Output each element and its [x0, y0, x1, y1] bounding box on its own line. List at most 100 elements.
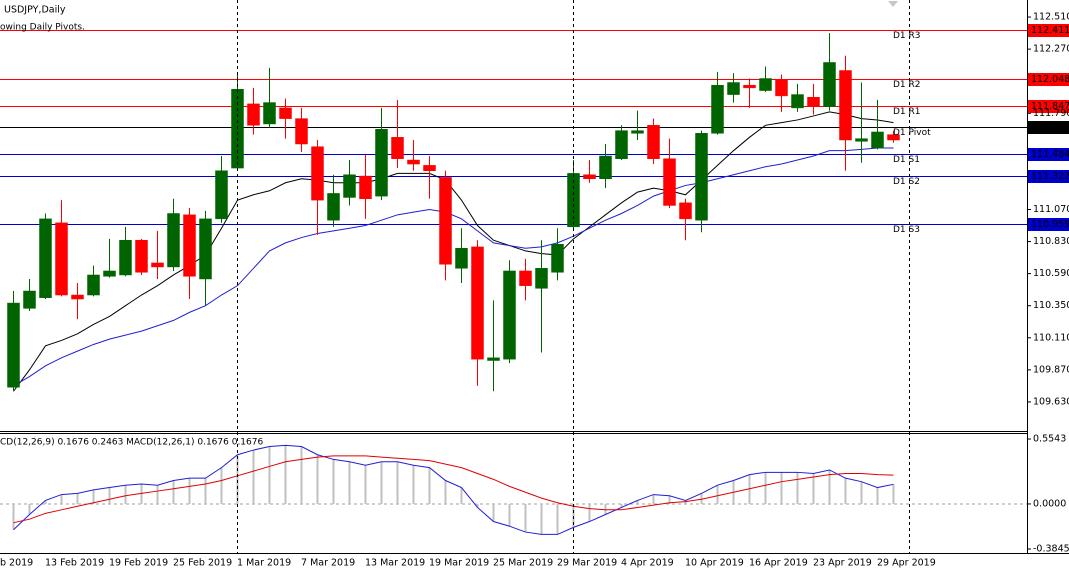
candle-body — [855, 138, 868, 142]
pivot-price-label: 111.322 — [1031, 171, 1069, 182]
x-tick-label: 29 Mar 2019 — [557, 558, 617, 569]
pivot-label: D1 S2 — [893, 177, 920, 187]
pivot-label: D1 R3 — [893, 31, 921, 41]
candle-body — [183, 214, 196, 277]
price-pane — [0, 30, 1027, 392]
candle-body — [135, 239, 148, 273]
candle-body — [583, 174, 596, 179]
candle-body — [215, 170, 228, 220]
candle-body — [519, 270, 532, 286]
moving-average-line — [13, 111, 894, 392]
candle-body — [695, 133, 708, 221]
candle-body — [711, 84, 724, 134]
y-tick-label: 110.830 — [1033, 236, 1069, 247]
macd-line — [13, 455, 894, 524]
pivot-label: D1 R1 — [893, 107, 921, 117]
candle-body — [263, 102, 276, 125]
candle-body — [599, 155, 612, 179]
x-tick-label: 4 Apr 2019 — [621, 558, 674, 569]
pivot-price-box — [1028, 24, 1069, 37]
candle-body — [23, 290, 36, 309]
candle-body — [471, 246, 484, 360]
candle-body — [103, 270, 116, 277]
candle-body — [311, 146, 324, 201]
candle-body — [391, 137, 404, 159]
pivot-price-label: 111.685 — [1031, 122, 1069, 133]
candle-body — [759, 78, 772, 91]
candle-body — [375, 129, 388, 197]
candle-body — [663, 158, 676, 206]
pivot-price-box — [1028, 218, 1069, 231]
y-tick-label: 110.110 — [1033, 332, 1069, 343]
candle-body — [279, 107, 292, 119]
candle-body — [343, 174, 356, 198]
candle-body — [535, 268, 548, 289]
x-tick-label: 19 Feb 2019 — [109, 558, 168, 569]
candle-body — [55, 222, 68, 296]
candle-body — [887, 134, 900, 141]
y-tick-label: 112.270 — [1033, 44, 1069, 55]
moving-average-line — [13, 147, 894, 387]
x-tick-label: 16 Apr 2019 — [749, 558, 808, 569]
candle-body — [791, 94, 804, 109]
candle-body — [39, 218, 52, 298]
candle-body — [679, 202, 692, 220]
candle-body — [615, 130, 628, 159]
candle-body — [71, 294, 84, 300]
candle-body — [743, 84, 756, 89]
candle-body — [167, 213, 180, 268]
pivot-price-box — [1028, 73, 1069, 86]
pivot-price-label: 112.048 — [1031, 74, 1069, 85]
candle-body — [87, 274, 100, 296]
labels: USDJPY,Daily owing Daily Pivots. CD(12,2… — [0, 5, 1069, 569]
x-tick-label: 10 Apr 2019 — [685, 558, 744, 569]
y-tick-label: 0.5543 — [1033, 433, 1066, 444]
x-tick-label: 23 Apr 2019 — [813, 558, 872, 569]
candle-body — [823, 62, 836, 107]
pivot-label: D1 S3 — [893, 225, 920, 235]
x-tick-label: 19 Mar 2019 — [429, 558, 489, 569]
y-tick-label: 110.590 — [1033, 268, 1069, 279]
candle-body — [119, 239, 132, 276]
candle-body — [7, 302, 20, 388]
candle-body — [487, 357, 500, 361]
y-tick-label: 109.630 — [1033, 396, 1069, 407]
pivot-price-label: 112.411 — [1031, 25, 1069, 36]
candle-body — [199, 218, 212, 280]
x-tick-label: 25 Feb 2019 — [173, 558, 232, 569]
y-tick-label: 112.510 — [1033, 12, 1069, 23]
candle-body — [775, 79, 788, 97]
x-tick-label: 7 Mar 2019 — [301, 558, 355, 569]
candle-body — [551, 243, 564, 273]
candle-body — [247, 103, 260, 126]
candle-body — [439, 177, 452, 265]
candle-body — [295, 118, 308, 145]
macd-title: CD(12,26,9) 0.1676 0.2463 MACD(12,26,1) … — [0, 438, 263, 448]
pivot-price-box — [1028, 100, 1069, 113]
candle-body — [839, 70, 852, 141]
pivot-label: D1 Pivot — [893, 128, 931, 138]
candle-body — [423, 165, 436, 171]
candle-body — [807, 96, 820, 107]
y-tick-label: 111.070 — [1033, 204, 1069, 215]
pivot-price-label: 111.847 — [1031, 101, 1069, 112]
pivot-label: D1 R2 — [893, 80, 921, 90]
x-tick-label: 29 Apr 2019 — [877, 558, 936, 569]
pivot-price-label: 110.959 — [1031, 219, 1069, 230]
candle-body — [503, 270, 516, 360]
y-tick-label: -0.3845 — [1033, 544, 1069, 555]
candle-body — [631, 130, 644, 134]
x-tick-label: 13 Mar 2019 — [365, 558, 425, 569]
chart-title: USDJPY,Daily — [4, 5, 66, 16]
macd-pane — [0, 444, 1027, 535]
candle-body — [871, 131, 884, 149]
pivot-price-box — [1028, 121, 1069, 134]
x-tick-label: 1 Mar 2019 — [237, 558, 291, 569]
candle-body — [455, 247, 468, 269]
pivot-label: D1 S1 — [893, 155, 920, 165]
x-tick-label: b 2019 — [0, 558, 33, 569]
y-tick-label: 0.0000 — [1033, 498, 1066, 509]
candle-body — [727, 82, 740, 95]
